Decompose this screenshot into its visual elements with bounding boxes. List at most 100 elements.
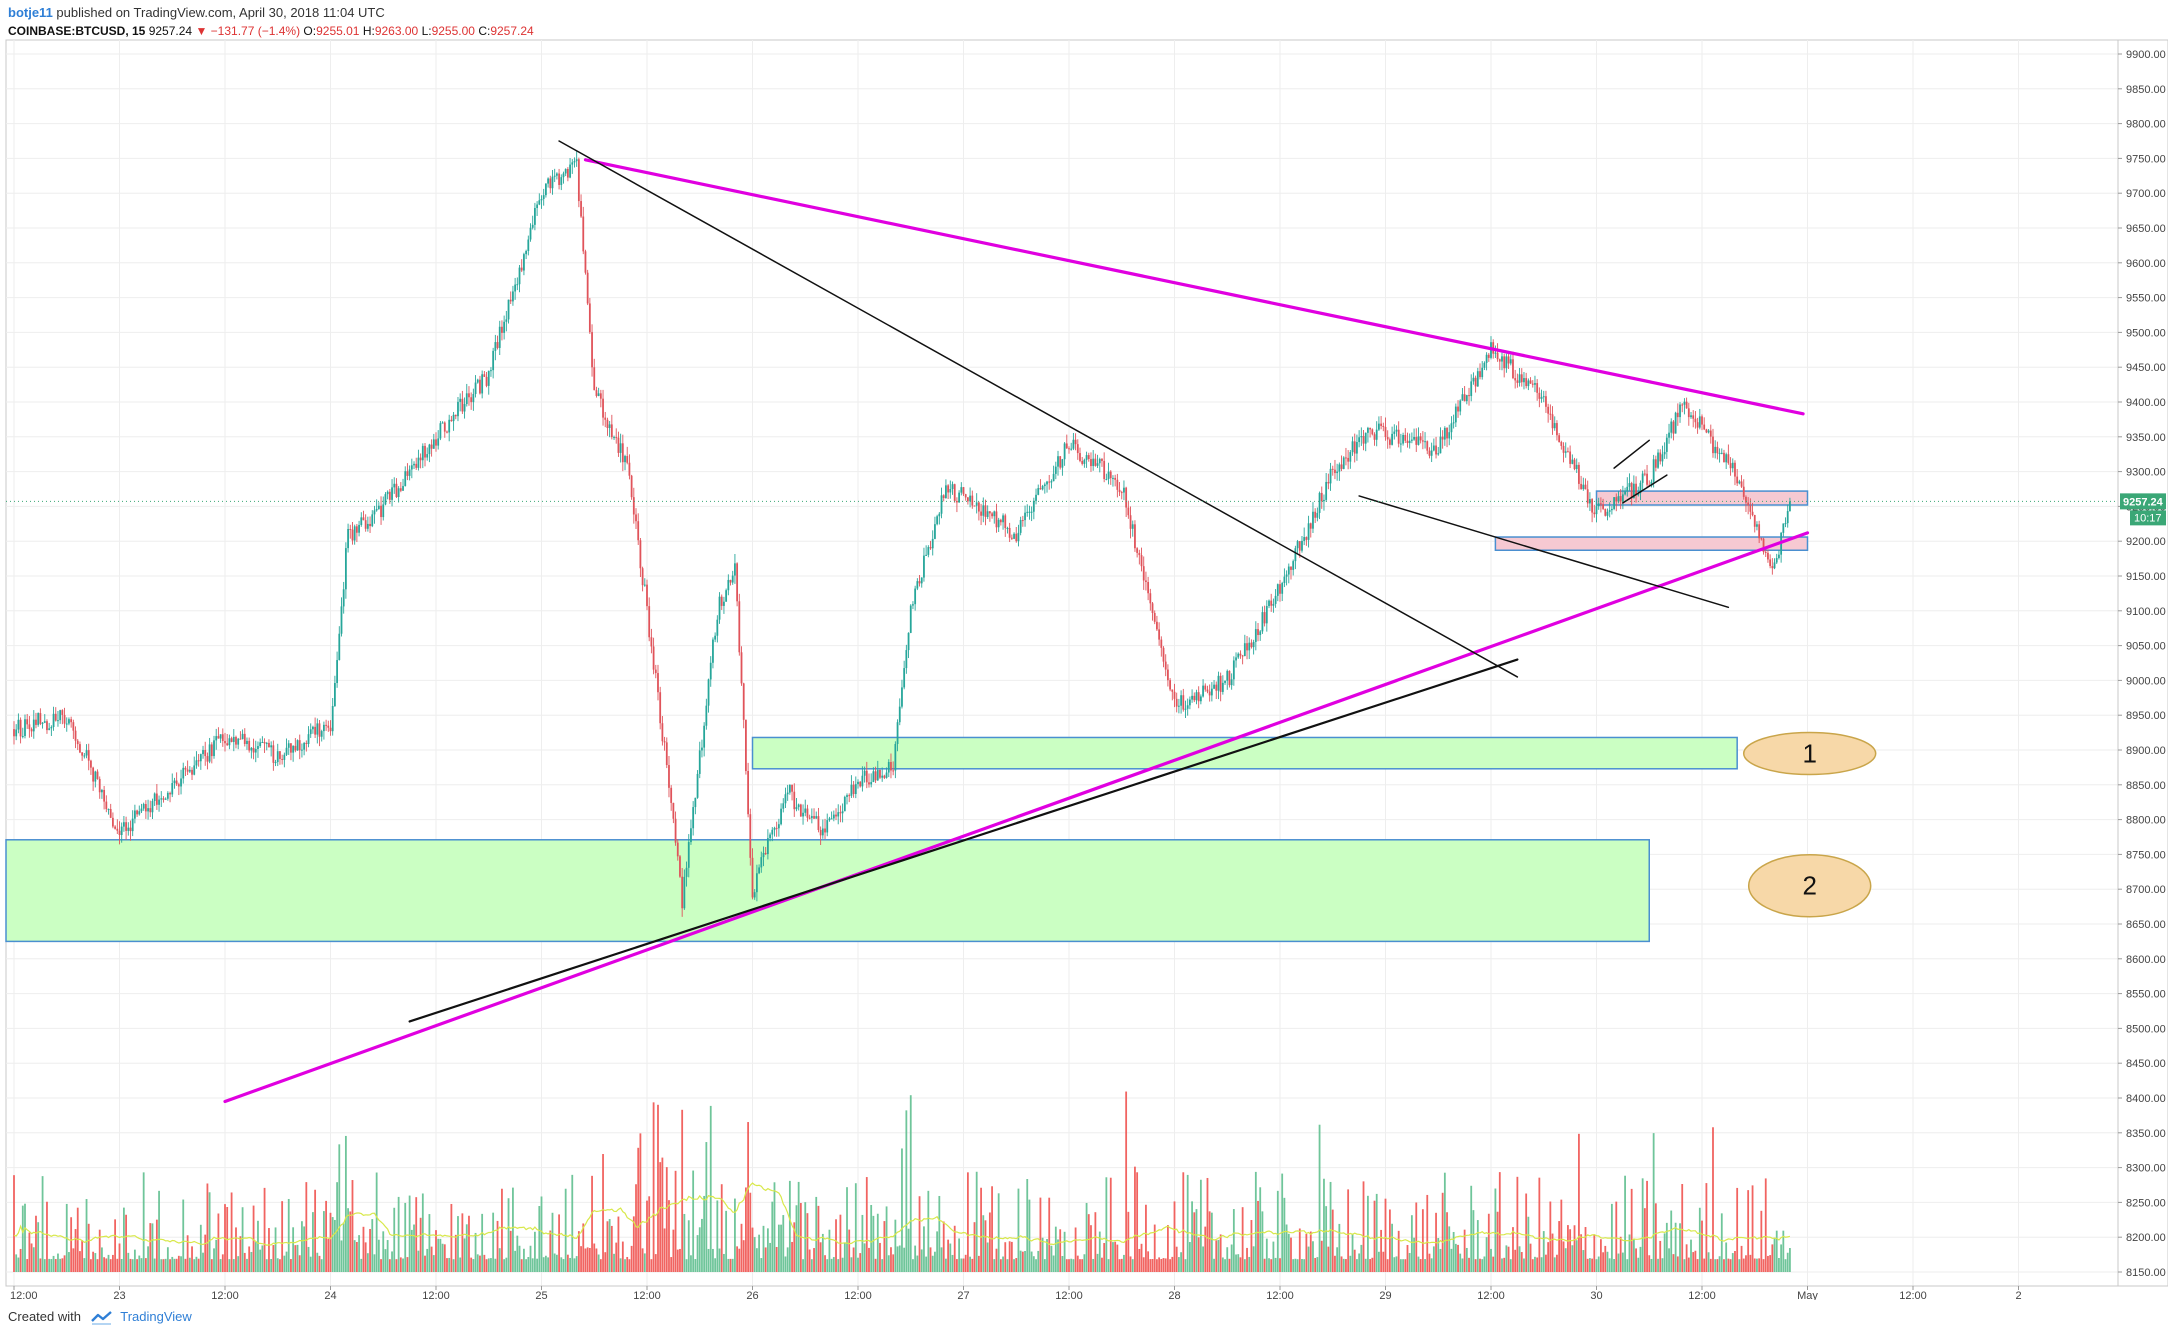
volume-bar: [1756, 1258, 1758, 1272]
candle-body: [279, 751, 281, 759]
volume-bar: [1103, 1243, 1106, 1272]
volume-bar: [872, 1215, 875, 1272]
volume-bar: [395, 1259, 398, 1272]
candle-body: [1021, 520, 1024, 522]
price-tick-label: 8900.00: [2126, 745, 2166, 757]
candle-body: [1503, 356, 1506, 369]
volume-bar: [1582, 1250, 1585, 1272]
candle-body: [1448, 432, 1451, 439]
candle-body: [180, 778, 182, 787]
volume-bar: [1314, 1257, 1317, 1272]
volume-bar: [1556, 1254, 1558, 1272]
volume-bar: [1501, 1258, 1503, 1272]
candle-body: [276, 751, 279, 763]
volume-bar: [1193, 1212, 1196, 1272]
candle-body: [1589, 499, 1591, 504]
volume-bar: [1151, 1258, 1154, 1272]
candle-body: [1272, 603, 1275, 606]
volume-bar: [1595, 1259, 1598, 1272]
candle-body: [1485, 354, 1488, 363]
volume-bar: [1327, 1246, 1330, 1272]
volume-bar: [1243, 1259, 1246, 1272]
price-tick-label: 8150.00: [2126, 1267, 2166, 1279]
volume-bar: [243, 1252, 246, 1272]
volume-bar: [318, 1255, 321, 1272]
candle-body: [1338, 464, 1341, 472]
price-chart[interactable]: 12 9900.009850.009800.009750.009700.0096…: [0, 0, 2168, 1300]
candle-body: [468, 393, 470, 398]
candle-body: [1661, 454, 1664, 462]
candle-body: [1430, 450, 1433, 456]
volume-bar: [131, 1259, 134, 1272]
candle-body: [1404, 434, 1407, 441]
volume-bar: [265, 1259, 268, 1272]
volume-bar: [1226, 1247, 1229, 1272]
candle-body: [863, 770, 866, 776]
high-value: 9263.00: [374, 24, 419, 38]
candle-body: [164, 798, 167, 800]
tradingview-brand[interactable]: TradingView: [120, 1309, 192, 1324]
time-tick-label: 12:00: [1899, 1290, 1927, 1300]
volume-bar: [654, 1254, 657, 1272]
volume-bar: [349, 1211, 352, 1272]
candle-body: [1356, 442, 1358, 454]
volume-bar: [670, 1257, 673, 1272]
volume-bar: [298, 1255, 301, 1272]
volume-bar: [738, 1248, 741, 1272]
candle-body: [283, 754, 286, 760]
volume-bar: [1536, 1257, 1539, 1272]
volume-bar: [1129, 1256, 1132, 1272]
volume-bar: [336, 1182, 338, 1272]
candle-body: [1309, 523, 1312, 529]
volume-bar: [1760, 1210, 1763, 1272]
volume-bar: [1228, 1258, 1231, 1272]
candle-body: [1353, 441, 1356, 454]
volume-bar: [1388, 1209, 1391, 1272]
candle-body: [1059, 456, 1062, 468]
volume-bar: [1276, 1190, 1279, 1272]
candle-body: [1010, 537, 1013, 539]
candle-body: [599, 393, 602, 399]
volume-bar: [140, 1258, 143, 1272]
candle-body: [951, 484, 954, 489]
volume-bar: [846, 1187, 848, 1272]
volume-bar: [1742, 1258, 1745, 1272]
candle-body: [138, 811, 141, 815]
candle-body: [1696, 422, 1699, 428]
candle-body: [235, 736, 237, 745]
candle-body: [109, 809, 112, 818]
author-name[interactable]: botje11: [8, 5, 53, 20]
volume-bar: [303, 1226, 306, 1272]
volume-bar: [50, 1259, 53, 1272]
candle-body: [1701, 416, 1703, 425]
candle-body: [547, 178, 549, 184]
candle-body: [1778, 554, 1780, 559]
candle-body: [1083, 459, 1086, 464]
volume-bar: [927, 1190, 930, 1272]
candle-body: [169, 792, 171, 795]
candle-body: [505, 319, 508, 322]
volume-bar: [740, 1223, 743, 1272]
candle-body: [1639, 482, 1642, 494]
volume-bar: [1213, 1258, 1215, 1272]
volume-bar: [1186, 1174, 1189, 1272]
low-value: 9255.00: [431, 24, 475, 38]
candle-body: [879, 769, 881, 778]
volume-bar: [197, 1258, 200, 1272]
volume-bar: [674, 1170, 677, 1272]
candle-body: [1281, 583, 1284, 594]
candle-body: [514, 284, 517, 292]
candle-body: [826, 820, 829, 833]
volume-bar: [1663, 1233, 1666, 1272]
candle-body: [1417, 436, 1420, 445]
candle-body: [931, 538, 934, 549]
candle-body: [835, 814, 837, 817]
volume-bar: [175, 1258, 178, 1272]
candle-body: [960, 487, 963, 493]
candle-body: [261, 742, 264, 744]
volume-bar: [92, 1251, 95, 1272]
volume-bar: [1210, 1212, 1213, 1272]
candle-body: [650, 637, 653, 647]
volume-bar: [621, 1241, 624, 1272]
candle-body: [1654, 459, 1657, 468]
